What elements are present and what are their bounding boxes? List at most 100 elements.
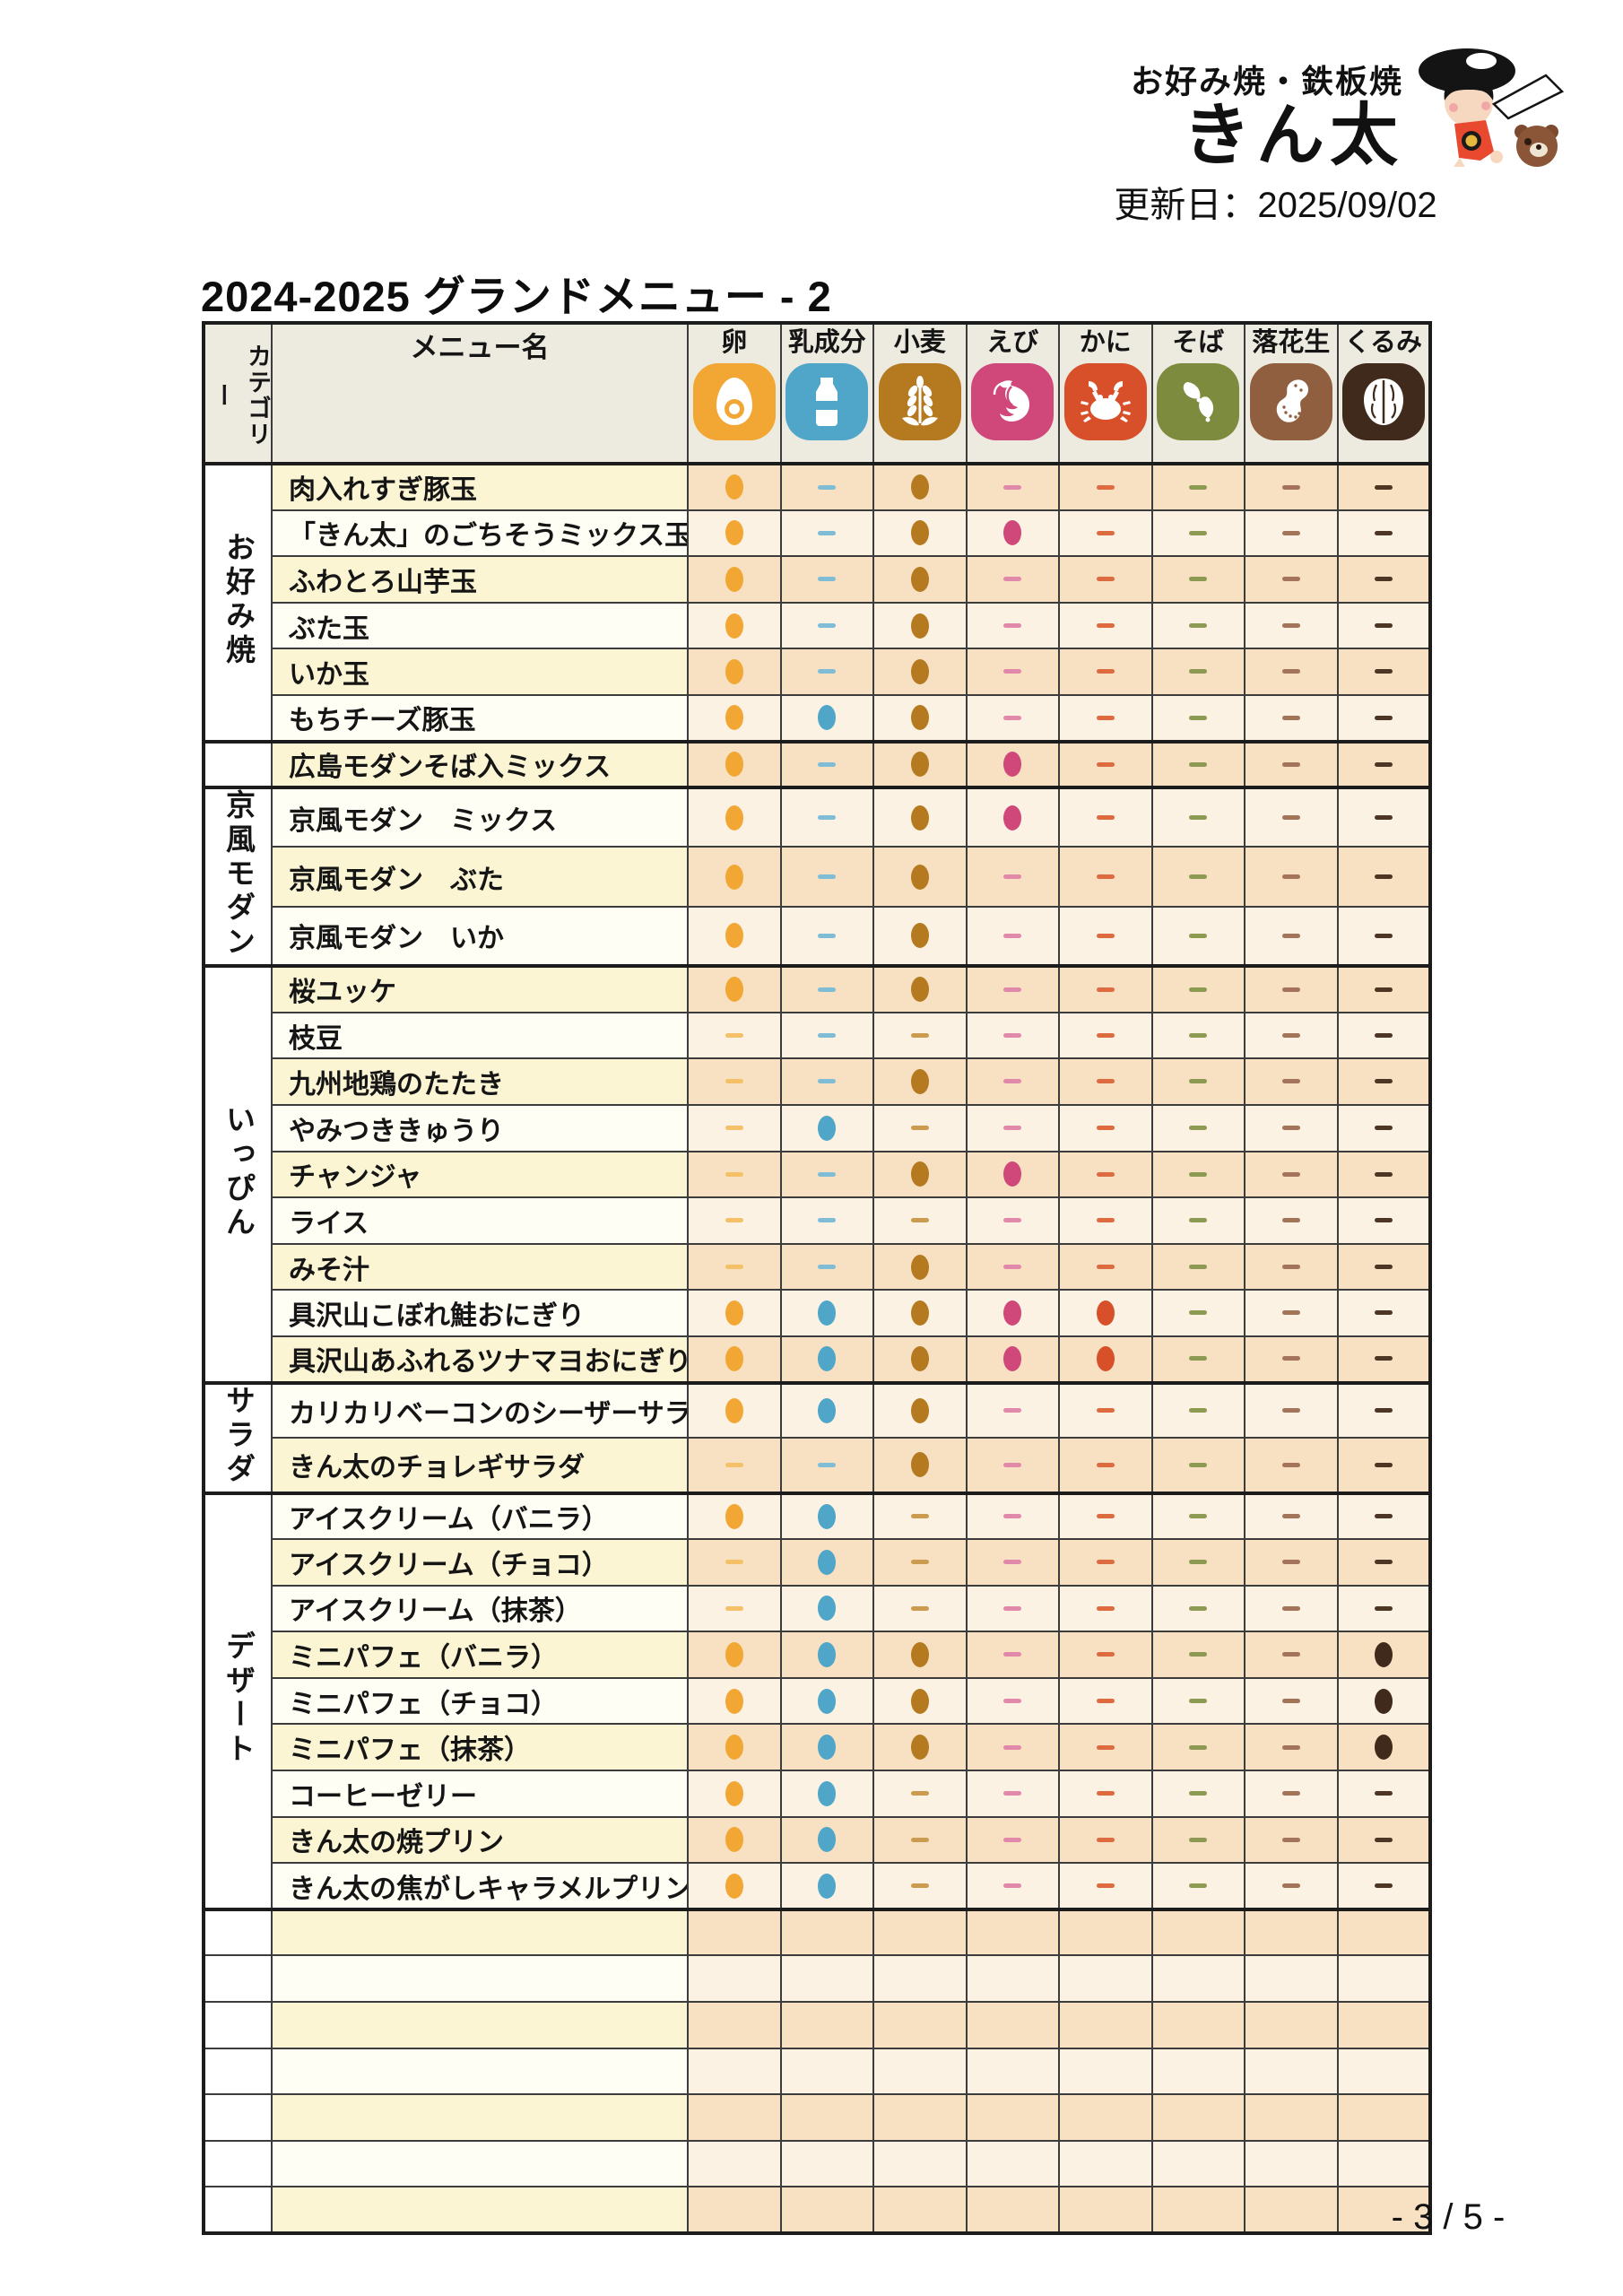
allergen-cell-egg — [687, 1954, 782, 2004]
allergen-dot-wheat — [910, 566, 929, 592]
allergen-dash-peanut — [1281, 622, 1300, 628]
allergen-cell-wheat — [872, 2093, 968, 2142]
menu-row: ライス — [204, 1196, 1431, 1245]
category-column-header: カテゴリー — [203, 322, 273, 465]
allergen-dash-milk — [818, 987, 837, 992]
allergen-dash-wheat — [910, 1791, 929, 1796]
menu-name-cell: アイスクリーム（チョコ） — [271, 1538, 689, 1587]
allergen-cell-egg — [687, 1862, 782, 1910]
allergen-cell-soba — [1150, 601, 1245, 650]
allergen-column-header-shrimp: えび — [965, 322, 1060, 465]
allergen-column-header-milk: 乳成分 — [779, 322, 874, 465]
allergen-cell-egg — [687, 555, 782, 604]
allergen-dash-soba — [1189, 815, 1208, 821]
allergen-dash-shrimp — [1003, 1652, 1022, 1657]
allergen-cell-peanut — [1244, 1907, 1339, 1957]
allergen-cell-crab — [1058, 1676, 1153, 1726]
allergen-dot-walnut — [1374, 1688, 1393, 1714]
allergen-cell-wheat — [872, 1103, 968, 1152]
allergen-cell-milk — [779, 1631, 874, 1679]
allergen-cell-walnut — [1336, 1103, 1431, 1152]
menu-name-cell: きん太の焦がしキャラメルプリン — [271, 1862, 689, 1910]
allergen-cell-shrimp — [965, 555, 1060, 604]
menu-row: ふわとろ山芋玉 — [204, 555, 1431, 604]
allergen-cell-milk — [779, 1437, 874, 1494]
allergen-dash-soba — [1189, 715, 1208, 720]
allergen-cell-milk — [779, 2093, 874, 2142]
allergen-dash-soba — [1189, 1171, 1208, 1177]
allergen-dash-crab — [1096, 1462, 1115, 1467]
allergen-cell-crab — [1058, 1242, 1153, 1292]
allergen-cell-soba — [1150, 2001, 1245, 2049]
allergen-dash-milk — [818, 1032, 837, 1038]
allergen-cell-shrimp — [965, 1631, 1060, 1679]
allergen-cell-peanut — [1244, 1103, 1339, 1152]
allergen-cell-crab — [1058, 1289, 1153, 1337]
allergen-cell-egg — [687, 1676, 782, 1726]
allergen-cell-milk — [779, 786, 874, 848]
allergen-cell-peanut — [1244, 1196, 1339, 1245]
allergen-cell-soba — [1150, 1815, 1245, 1865]
allergen-cell-milk — [779, 648, 874, 696]
allergen-cell-walnut — [1336, 1289, 1431, 1337]
menu-name-cell: 肉入れすぎ豚玉 — [271, 462, 689, 511]
allergen-cell-milk — [779, 2047, 874, 2096]
allergen-dash-crab — [1096, 484, 1115, 490]
allergen-cell-soba — [1150, 1335, 1245, 1384]
allergen-dash-peanut — [1281, 1408, 1300, 1413]
allergen-cell-shrimp — [965, 1907, 1060, 1957]
menu-row: お好み焼 肉入れすぎ豚玉 — [203, 462, 1431, 743]
allergen-cell-egg — [687, 1335, 782, 1384]
allergen-cell-walnut — [1336, 601, 1431, 650]
menu-name-cell: ふわとろ山芋玉 — [271, 555, 689, 604]
menu-name-cell: もちチーズ豚玉 — [271, 693, 689, 743]
allergen-cell-milk — [779, 1150, 874, 1199]
allergen-dash-peanut — [1281, 484, 1300, 490]
allergen-column-header-peanut: 落花生 — [1244, 322, 1339, 465]
allergen-cell-egg — [687, 1538, 782, 1587]
allergen-cell-soba — [1150, 905, 1245, 968]
allergen-dot-egg — [725, 1873, 743, 1899]
allergen-dash-peanut — [1281, 933, 1300, 938]
allergen-cell-walnut — [1336, 2186, 1431, 2234]
allergen-cell-peanut — [1244, 1491, 1339, 1541]
allergen-cell-milk — [779, 509, 874, 558]
allergen-cell-soba — [1150, 1242, 1245, 1292]
allergen-dot-wheat — [910, 520, 929, 546]
allergen-cell-crab — [1058, 1723, 1153, 1772]
allergen-dot-milk — [818, 1827, 837, 1853]
allergen-cell-egg — [687, 2139, 782, 2188]
allergen-cell-peanut — [1244, 1770, 1339, 1818]
allergen-dash-soba — [1189, 1837, 1208, 1842]
allergen-cell-egg — [687, 693, 782, 743]
menu-name-cell-empty — [271, 2139, 689, 2188]
allergen-cell-walnut — [1336, 1538, 1431, 1587]
allergen-dot-wheat — [910, 1161, 929, 1187]
allergen-dash-peanut — [1281, 1883, 1300, 1888]
allergen-dash-milk — [818, 1462, 837, 1467]
allergen-cell-wheat — [872, 786, 968, 848]
allergen-cell-walnut — [1336, 462, 1431, 511]
allergen-cell-crab — [1058, 1103, 1153, 1152]
allergen-column-header-wheat: 小麦 — [872, 322, 968, 465]
allergen-cell-crab — [1058, 1150, 1153, 1199]
allergen-cell-shrimp — [965, 1491, 1060, 1541]
allergen-dash-shrimp — [1003, 1791, 1022, 1796]
brand-logo: お好み焼・鉄板焼 きん太 — [1054, 65, 1403, 172]
allergen-dot-wheat — [910, 1452, 929, 1478]
allergen-cell-walnut — [1336, 1723, 1431, 1772]
allergen-dash-peanut — [1281, 1310, 1300, 1316]
allergen-dash-soba — [1189, 622, 1208, 628]
allergen-cell-wheat — [872, 1907, 968, 1957]
allergen-cell-egg — [687, 2001, 782, 2049]
allergen-dash-milk — [818, 874, 837, 879]
category-cell-empty — [203, 739, 273, 789]
allergen-cell-soba — [1150, 2139, 1245, 2188]
allergen-cell-walnut — [1336, 509, 1431, 558]
allergen-dash-walnut — [1374, 1356, 1393, 1361]
allergen-dash-milk — [818, 933, 837, 938]
menu-row: 「きん太」のごちそうミックス玉 — [204, 509, 1431, 558]
allergen-cell-shrimp — [965, 2186, 1060, 2234]
allergen-dash-soba — [1189, 1408, 1208, 1413]
allergen-cell-shrimp — [965, 1011, 1060, 1060]
